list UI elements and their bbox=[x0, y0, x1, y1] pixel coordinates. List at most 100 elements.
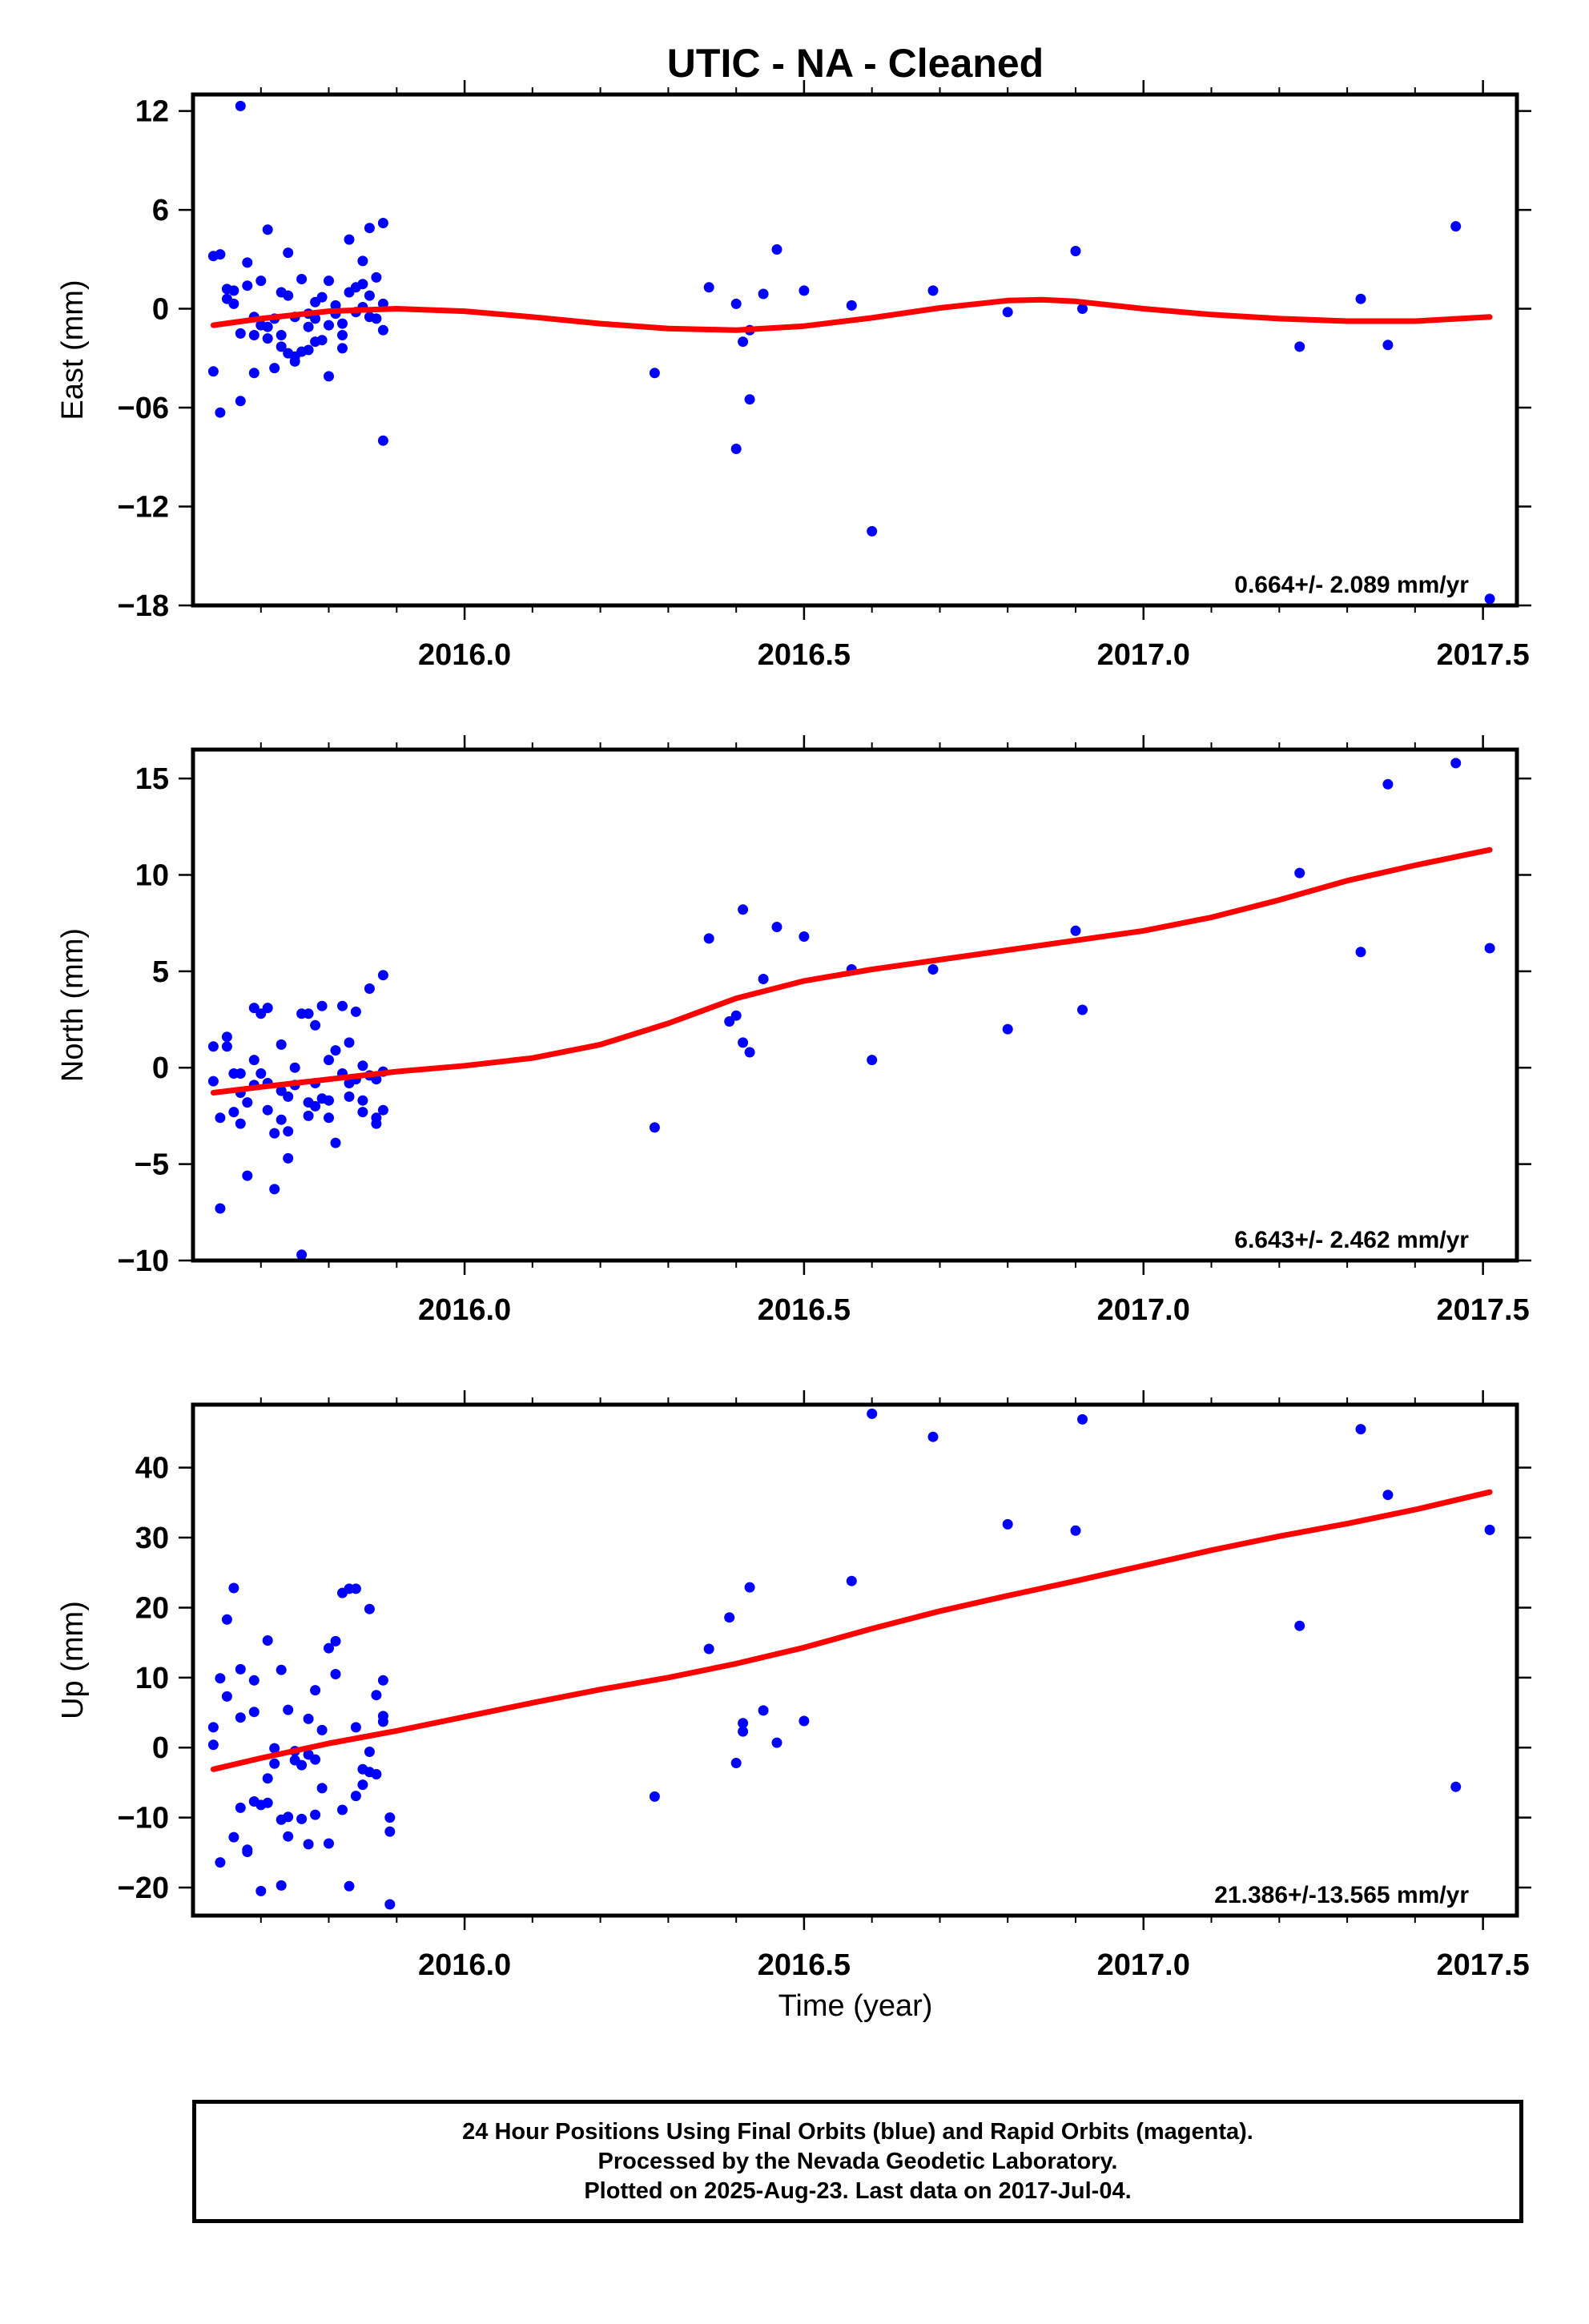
east-data-point bbox=[364, 223, 375, 234]
east-data-point bbox=[330, 300, 341, 311]
north-data-point bbox=[330, 1137, 341, 1148]
east-data-point bbox=[1294, 341, 1305, 352]
east-data-point bbox=[1355, 293, 1366, 304]
north-data-point bbox=[350, 1006, 361, 1017]
north-data-point bbox=[207, 1076, 219, 1087]
east-velocity-label: 0.664+/- 2.089 mm/yr bbox=[1234, 572, 1469, 598]
east-x-tick-label: 2017.0 bbox=[1097, 638, 1190, 672]
up-data-point bbox=[269, 1743, 280, 1754]
north-data-point bbox=[242, 1097, 253, 1108]
up-data-point bbox=[310, 1809, 321, 1820]
footer-line-processed: Processed by the Nevada Geodetic Laborat… bbox=[597, 2148, 1118, 2174]
up-x-tick-label: 2016.5 bbox=[758, 1948, 851, 1982]
up-data-point bbox=[344, 1880, 355, 1892]
east-data-point bbox=[316, 335, 328, 346]
up-data-point bbox=[1002, 1518, 1013, 1530]
up-data-point bbox=[269, 1758, 280, 1769]
up-data-point bbox=[1294, 1620, 1305, 1631]
up-data-point bbox=[262, 1635, 273, 1646]
up-data-point bbox=[1355, 1424, 1366, 1435]
east-data-point bbox=[215, 407, 226, 418]
north-data-point bbox=[221, 1031, 232, 1043]
north-data-point bbox=[867, 1055, 878, 1066]
north-data-point bbox=[799, 931, 810, 942]
east-data-point bbox=[235, 328, 246, 339]
north-fit-line bbox=[210, 846, 1493, 1096]
up-data-point bbox=[330, 1669, 341, 1679]
north-data-point bbox=[262, 1104, 273, 1116]
east-data-point bbox=[730, 298, 742, 309]
east-data-point bbox=[283, 247, 294, 259]
east-data-point bbox=[1077, 304, 1088, 314]
up-velocity-label: 21.386+/-13.565 mm/yr bbox=[1214, 1882, 1469, 1908]
north-data-point bbox=[357, 1095, 368, 1106]
east-data-point bbox=[337, 318, 348, 329]
east-data-point bbox=[276, 330, 287, 340]
up-data-point bbox=[330, 1635, 341, 1647]
north-data-point bbox=[296, 1249, 308, 1261]
north-data-point bbox=[344, 1037, 355, 1048]
up-data-point bbox=[799, 1715, 810, 1727]
north-data-point bbox=[276, 1114, 287, 1125]
east-data-point bbox=[324, 275, 334, 287]
north-data-point bbox=[289, 1062, 300, 1073]
up-data-point bbox=[228, 1831, 239, 1843]
east-data-point bbox=[703, 282, 714, 293]
east-data-point bbox=[357, 279, 368, 290]
east-data-point bbox=[357, 255, 368, 267]
up-data-point bbox=[350, 1791, 361, 1802]
up-data-point bbox=[316, 1724, 328, 1735]
up-data-point bbox=[724, 1612, 735, 1623]
east-data-point bbox=[262, 333, 273, 344]
north-data-point bbox=[269, 1184, 280, 1195]
north-y-tick-label: 15 bbox=[135, 762, 169, 796]
up-data-point bbox=[649, 1791, 660, 1802]
up-y-tick-label: 40 bbox=[135, 1452, 169, 1486]
north-data-point bbox=[276, 1039, 287, 1050]
up-data-point bbox=[1382, 1490, 1394, 1501]
north-data-point bbox=[283, 1152, 294, 1164]
up-data-point bbox=[738, 1726, 749, 1737]
up-data-point bbox=[255, 1885, 267, 1896]
east-data-point bbox=[228, 298, 239, 309]
up-data-point bbox=[207, 1722, 219, 1733]
north-data-point bbox=[703, 933, 714, 944]
east-data-point bbox=[730, 444, 742, 454]
north-data-point bbox=[324, 1095, 334, 1106]
east-data-point bbox=[269, 363, 280, 374]
east-data-point bbox=[1382, 340, 1394, 351]
up-data-point bbox=[262, 1797, 273, 1808]
up-data-point bbox=[235, 1663, 246, 1675]
north-data-point bbox=[207, 1041, 219, 1052]
up-data-point bbox=[384, 1826, 396, 1837]
north-y-axis-label: North (mm) bbox=[56, 928, 90, 1082]
east-data-point bbox=[1002, 307, 1013, 318]
east-data-point bbox=[242, 280, 253, 292]
north-data-point bbox=[744, 1047, 755, 1058]
north-data-point bbox=[303, 1008, 314, 1019]
north-data-point bbox=[283, 1091, 294, 1102]
east-data-point bbox=[310, 313, 321, 324]
up-data-point bbox=[276, 1664, 287, 1675]
figure-title: UTIC - NA - Cleaned bbox=[667, 41, 1044, 86]
north-data-point bbox=[1294, 867, 1305, 879]
north-data-point bbox=[927, 964, 939, 975]
north-panel: 2016.0 2016.5 2017.0 2017.5 15 10 5 0 −5 −10 North… bbox=[56, 735, 1531, 1327]
north-data-point bbox=[377, 970, 388, 981]
east-data-point bbox=[364, 290, 375, 301]
north-y-tick-label: 5 bbox=[152, 955, 169, 989]
north-data-point bbox=[242, 1170, 253, 1181]
east-data-point bbox=[303, 321, 314, 332]
north-data-point bbox=[344, 1091, 355, 1102]
east-data-point bbox=[371, 271, 382, 283]
north-data-point bbox=[215, 1203, 226, 1214]
east-data-point bbox=[262, 321, 273, 332]
up-data-point bbox=[377, 1675, 388, 1686]
north-data-point bbox=[303, 1110, 314, 1121]
north-x-tick-label: 2016.5 bbox=[758, 1293, 851, 1327]
north-data-point bbox=[310, 1019, 321, 1031]
footer-line-plotted: Plotted on 2025-Aug-23. Last data on 201… bbox=[584, 2177, 1132, 2204]
north-data-point bbox=[255, 1068, 267, 1079]
east-data-point bbox=[207, 366, 219, 377]
